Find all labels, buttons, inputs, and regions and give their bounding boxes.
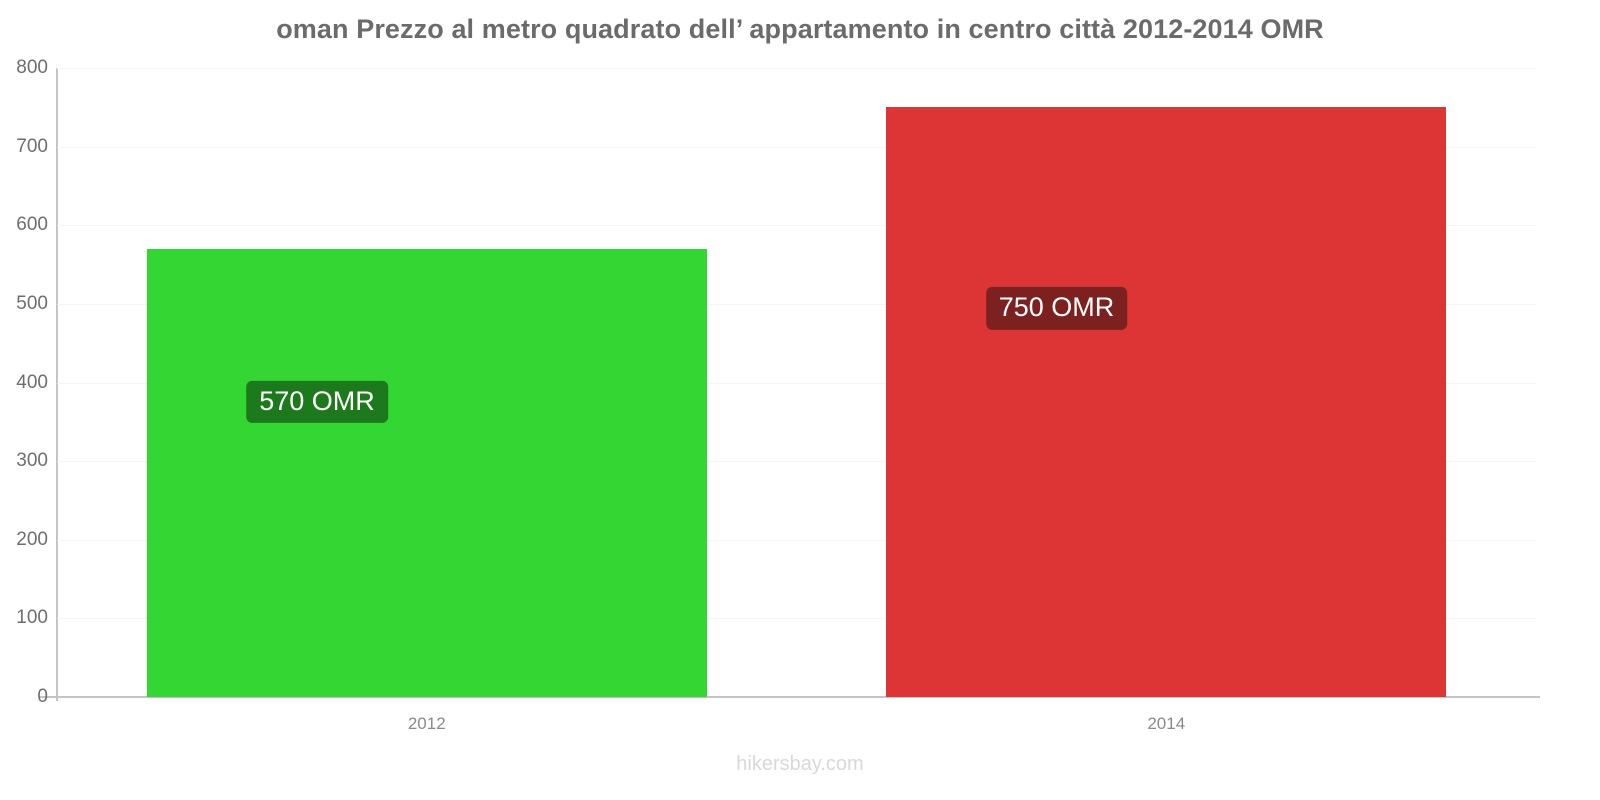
gridline — [57, 382, 1536, 384]
bar-value-label: 570 OMR — [246, 380, 388, 423]
bar-value-label: 750 OMR — [985, 287, 1128, 330]
y-axis-tick-label: 200 — [16, 528, 48, 550]
gridline — [57, 225, 1536, 227]
y-axis-tick-label: 800 — [16, 57, 48, 78]
bar[interactable] — [886, 107, 1447, 697]
x-axis-line — [40, 696, 1540, 698]
y-axis-tick-label: 0 — [37, 686, 48, 707]
y-axis-tick-label: 600 — [16, 214, 48, 236]
x-axis-tick-label: 2014 — [1147, 714, 1186, 733]
bar[interactable] — [146, 248, 707, 697]
footer-credit: hikersbay.com — [736, 753, 864, 775]
gridline — [57, 539, 1536, 541]
x-axis-tick-label: 2012 — [407, 714, 446, 733]
gridline — [57, 303, 1536, 305]
y-axis-line — [56, 68, 58, 701]
y-axis-tick-label: 300 — [16, 450, 48, 472]
y-axis-tick-label: 500 — [16, 292, 48, 314]
y-axis-tick-label: 400 — [16, 371, 48, 393]
gridline — [57, 68, 1536, 69]
gridline — [57, 618, 1536, 620]
y-axis-tick-label: 100 — [16, 607, 48, 629]
plot-area — [57, 68, 1536, 697]
gridline — [57, 146, 1536, 148]
y-axis-tick-label: 700 — [16, 135, 48, 157]
gridline — [57, 461, 1536, 463]
chart-title: oman Prezzo al metro quadrato dell’ appa… — [276, 14, 1324, 44]
